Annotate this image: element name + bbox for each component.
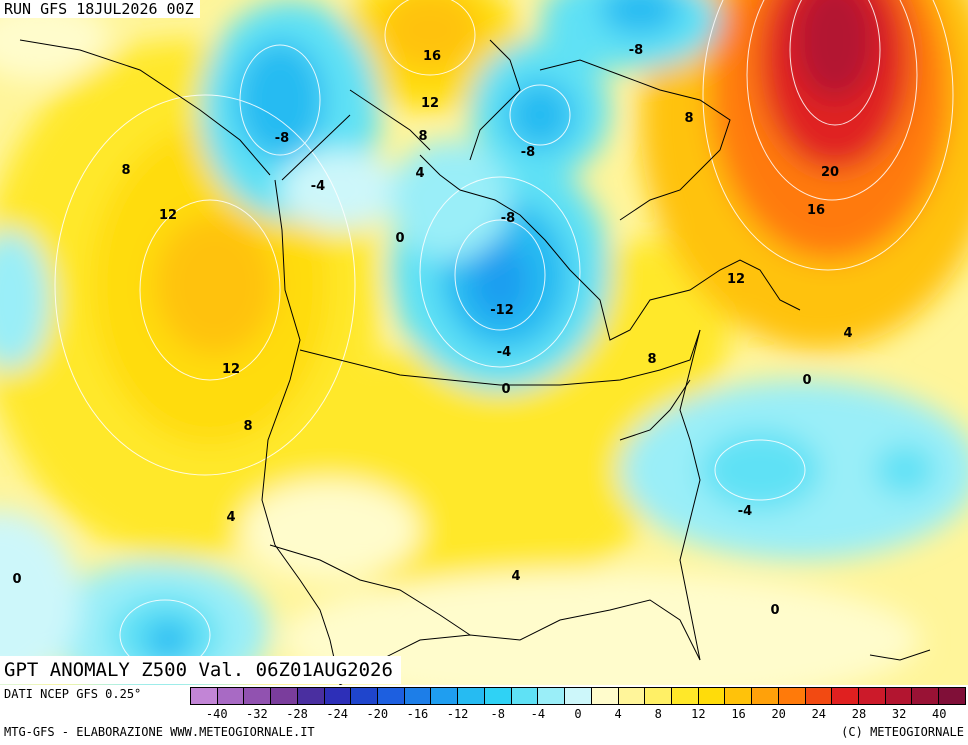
contour-label: 12 xyxy=(222,362,240,377)
legend-swatch xyxy=(939,687,966,705)
contour-label: 20 xyxy=(821,165,839,180)
legend-swatch xyxy=(698,687,726,705)
run-title: RUN GFS 18JUL2026 00Z xyxy=(0,0,200,18)
legend-swatch xyxy=(858,687,886,705)
legend-tick: -20 xyxy=(366,707,389,721)
legend-swatch xyxy=(458,687,485,705)
legend-swatch xyxy=(565,687,592,705)
legend-swatch xyxy=(431,687,459,705)
contour-label: 4 xyxy=(415,166,424,181)
legend-swatch xyxy=(511,687,539,705)
footer: DATI NCEP GFS 0.25° -40 -32 -28 -24 -20 -16 -1… xyxy=(0,685,968,745)
contour-label: 8 xyxy=(243,419,252,434)
legend-tick: -28 xyxy=(286,707,308,721)
contour-label: -8 xyxy=(275,131,289,146)
legend-tick: 40 xyxy=(932,707,947,721)
contour-label: -8 xyxy=(629,43,643,58)
contour-label: 0 xyxy=(12,572,21,587)
contour-label: 16 xyxy=(807,203,825,218)
contour-label: 4 xyxy=(511,569,520,584)
legend-swatch xyxy=(725,687,753,705)
legend-swatch xyxy=(671,687,699,705)
contour-label: 0 xyxy=(770,603,779,618)
legend-swatch xyxy=(885,687,913,705)
legend-swatch xyxy=(244,687,272,705)
legend-tick: -8 xyxy=(490,707,505,721)
contour-label: 4 xyxy=(843,326,852,341)
legend-tick: -32 xyxy=(246,707,268,721)
contour-label: -8 xyxy=(521,145,535,160)
legend-swatch xyxy=(832,687,859,705)
legend-tick: 16 xyxy=(731,707,746,721)
legend-tick: 8 xyxy=(654,707,662,721)
legend-swatch xyxy=(404,687,432,705)
coastlines xyxy=(19,39,931,685)
contour-label: 4 xyxy=(226,510,235,525)
contour-labels: 16 -8 8 12 -8 8 -8 4 -4 8 12 20 -8 16 0 … xyxy=(12,43,852,618)
contour-label: 8 xyxy=(418,129,427,144)
contour-label: 12 xyxy=(159,208,177,223)
color-legend xyxy=(190,687,966,705)
contour-label: -4 xyxy=(738,504,752,519)
legend-swatch xyxy=(378,687,405,705)
legend-tick: 0 xyxy=(574,707,582,721)
contour-label: -4 xyxy=(311,179,325,194)
legend-swatch xyxy=(324,687,352,705)
legend-swatch xyxy=(351,687,379,705)
anomaly-map: 16 -8 8 12 -8 8 -8 4 -4 8 12 20 -8 16 0 … xyxy=(0,0,968,685)
copyright-label: (C) METEOGIORNALE xyxy=(841,725,964,739)
contour-label: 8 xyxy=(121,163,130,178)
legend-tick: -40 xyxy=(205,707,228,721)
contour-label: -8 xyxy=(501,211,515,226)
contour-label: -4 xyxy=(497,345,511,360)
legend-tick: -12 xyxy=(446,707,469,721)
legend-swatch xyxy=(190,687,218,705)
legend-swatch xyxy=(297,687,325,705)
credit-label: MTG-GFS - ELABORAZIONE WWW.METEOGIORNALE… xyxy=(4,725,315,739)
legend-tick: -24 xyxy=(326,707,349,721)
legend-tick: 4 xyxy=(614,707,622,721)
legend-tick: 24 xyxy=(811,707,827,721)
legend-swatch xyxy=(538,687,566,705)
legend-swatch xyxy=(752,687,779,705)
contour-label: 8 xyxy=(684,111,693,126)
contour-label: 12 xyxy=(421,96,439,111)
legend-tick: -16 xyxy=(406,707,429,721)
borders xyxy=(269,114,701,636)
legend-swatch xyxy=(778,687,806,705)
contour-lines xyxy=(54,0,954,671)
anomaly-field xyxy=(0,0,968,685)
contour-label: 0 xyxy=(395,231,404,246)
contour-label: 0 xyxy=(802,373,811,388)
legend-swatch xyxy=(591,687,619,705)
legend-tick: 28 xyxy=(851,707,867,721)
legend-swatch xyxy=(618,687,646,705)
contour-label: 0 xyxy=(501,382,510,397)
legend-tick: 12 xyxy=(691,707,706,721)
legend-tick: 20 xyxy=(771,707,786,721)
legend-swatch xyxy=(217,687,245,705)
legend-ticks: -40 -32 -28 -24 -20 -16 -12 -8 -4 0 4 8 12 16 20 24 28 32… xyxy=(190,707,966,723)
legend-swatch xyxy=(484,687,512,705)
contour-label: 12 xyxy=(727,272,745,287)
valid-title: GPT ANOMALY Z500 Val. 06Z01AUG2026 xyxy=(0,656,401,684)
data-source-label: DATI NCEP GFS 0.25° xyxy=(4,687,142,701)
legend-swatch xyxy=(645,687,672,705)
contour-label: 16 xyxy=(423,49,441,64)
legend-tick: -4 xyxy=(530,707,546,721)
legend-swatch xyxy=(271,687,298,705)
legend-swatch xyxy=(912,687,940,705)
legend-tick: 32 xyxy=(891,707,907,721)
contour-label: -12 xyxy=(490,303,514,318)
contour-label: 8 xyxy=(647,352,656,367)
legend-swatch xyxy=(805,687,833,705)
